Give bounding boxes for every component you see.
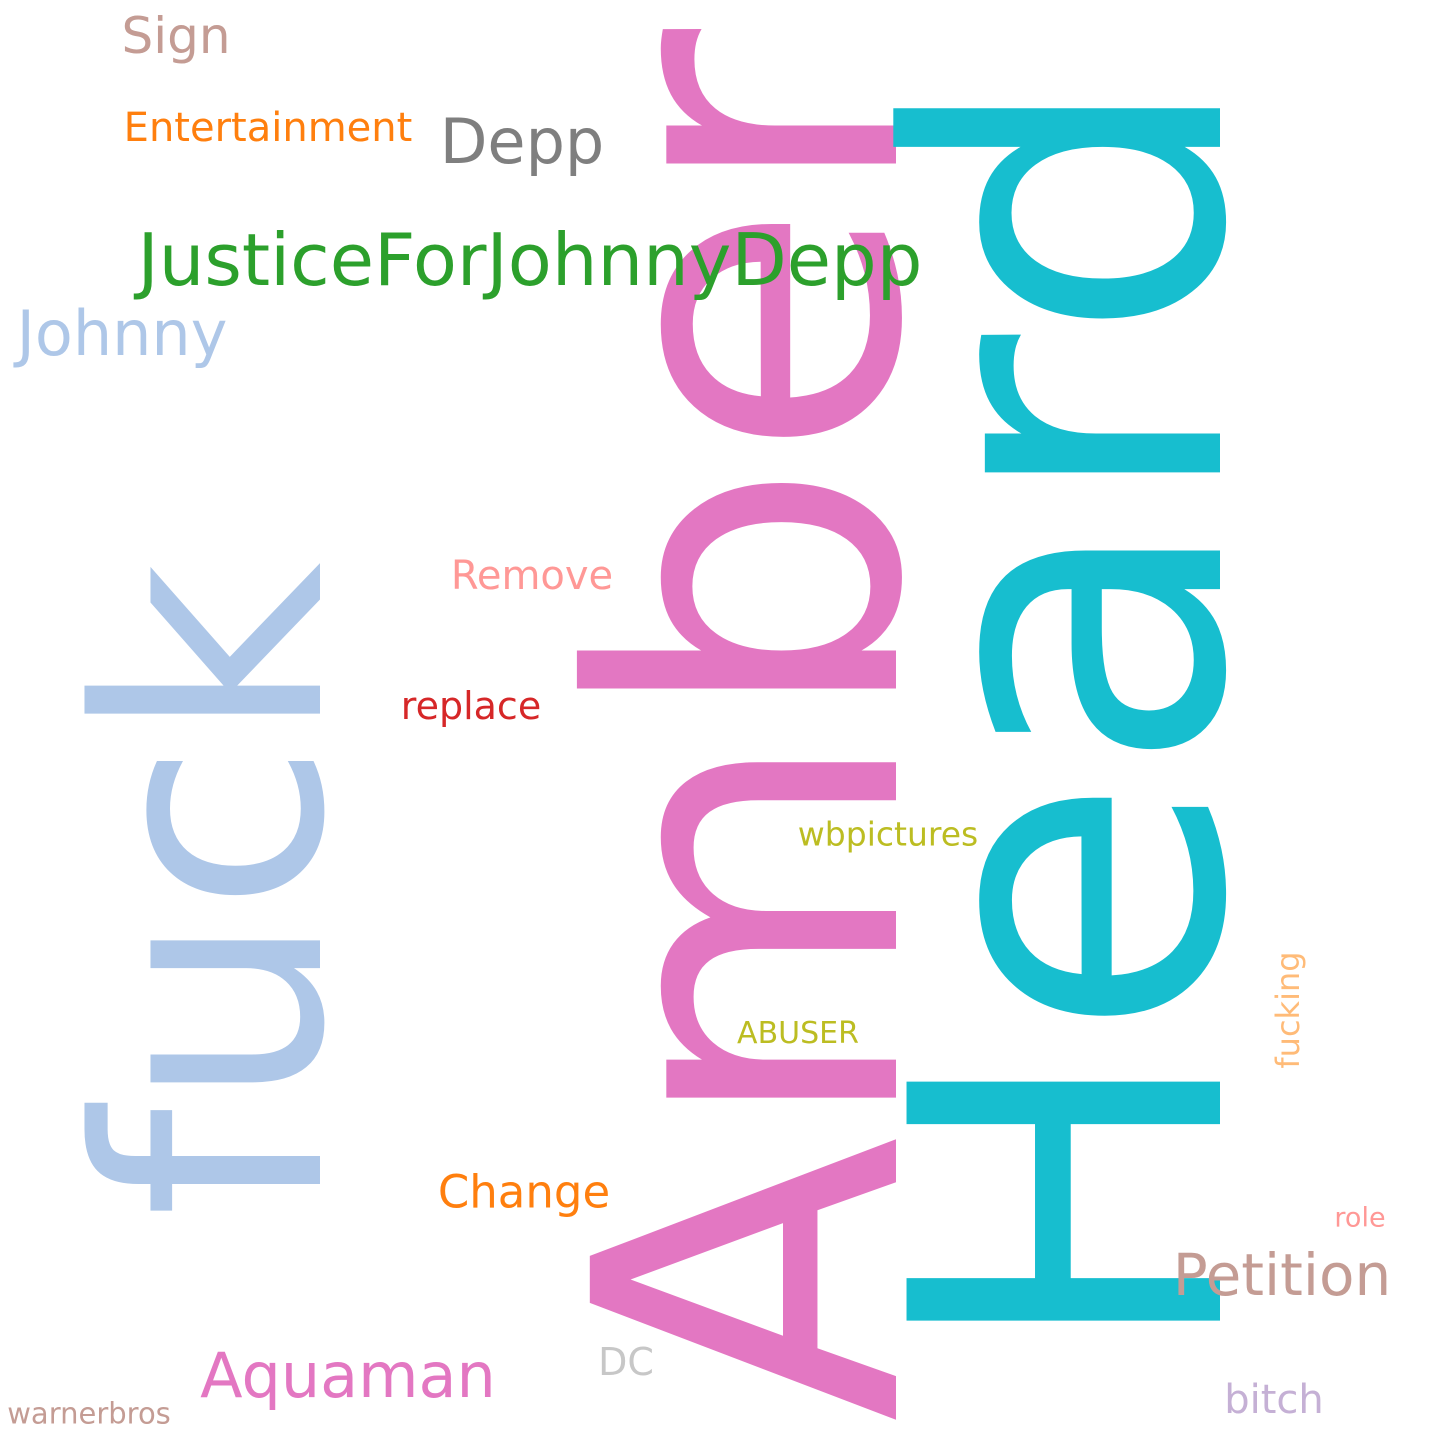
word-depp: Depp [439, 105, 605, 178]
word-abuser: ABUSER [737, 1016, 859, 1051]
word-justicefor-johnnydepp: JusticeForJohnnyDepp [137, 218, 923, 302]
word-dc: DC [598, 1340, 654, 1384]
word-wbpictures: wbpictures [797, 814, 979, 854]
word-replace: replace [400, 684, 542, 728]
word-warnerbros: warnerbros [7, 1396, 171, 1431]
word-petition: Petition [1172, 1241, 1392, 1309]
word-remove: Remove [450, 553, 614, 599]
word-bitch: bitch [1224, 1377, 1324, 1423]
word-aquaman: Aquaman [200, 1339, 496, 1412]
word-role: role [1334, 1202, 1386, 1234]
word-johnny: Johnny [16, 297, 228, 370]
word-change: Change [437, 1165, 611, 1219]
word-entertainment: Entertainment [123, 105, 413, 151]
word-fuck: fuck [33, 562, 394, 1218]
word-sign: Sign [121, 7, 231, 65]
word-fucking: fucking [1269, 951, 1307, 1069]
